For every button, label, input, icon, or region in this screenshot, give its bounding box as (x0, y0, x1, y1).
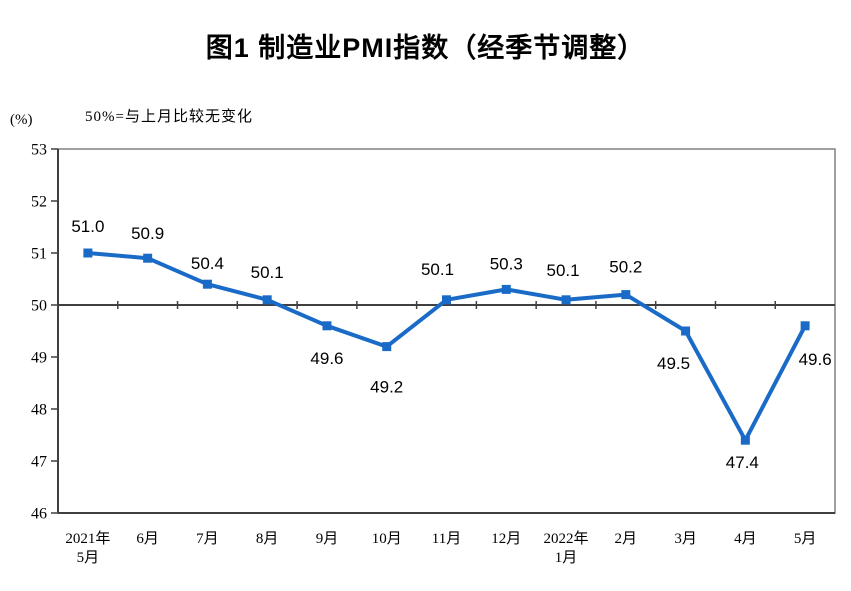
data-point-label: 49.5 (657, 354, 690, 373)
data-point-marker (382, 342, 392, 352)
x-axis-label: 12月 (491, 531, 521, 547)
y-axis-label: 48 (31, 402, 47, 419)
data-point-label: 50.9 (131, 224, 164, 243)
x-axis-label: 5月 (77, 550, 100, 566)
x-axis-label: 2021年 (65, 530, 110, 547)
y-axis-label: 46 (31, 506, 47, 523)
x-axis-label: 2022年 (544, 530, 589, 547)
x-axis-label: 10月 (372, 531, 402, 547)
data-point-label: 50.1 (421, 260, 454, 279)
data-point-marker (800, 321, 810, 331)
data-point-marker (202, 279, 212, 289)
x-axis-label: 4月 (734, 531, 757, 547)
plot-border (57, 148, 836, 514)
data-point-marker (442, 295, 451, 305)
x-axis-label: 7月 (196, 531, 219, 547)
data-point-label: 49.6 (310, 349, 343, 368)
data-point-label: 50.2 (609, 258, 642, 277)
data-point-marker (740, 435, 750, 445)
y-axis-label: 47 (31, 454, 47, 471)
data-point-marker (143, 253, 153, 263)
data-point-label: 47.4 (726, 453, 759, 472)
x-axis-label: 9月 (316, 531, 339, 547)
chart-subtitle: 50%=与上月比较无变化 (85, 109, 253, 125)
y-axis-label: 53 (31, 142, 47, 159)
data-point-marker (561, 295, 571, 305)
data-point-label: 50.1 (251, 263, 284, 282)
x-axis-label: 3月 (674, 531, 697, 547)
x-axis-label: 1月 (555, 550, 578, 566)
x-axis-label: 11月 (432, 531, 461, 547)
data-point-marker (322, 321, 332, 331)
data-point-label: 49.6 (799, 350, 832, 369)
y-axis-label: 51 (31, 246, 47, 263)
y-axis-label: 50 (31, 298, 47, 315)
data-point-marker (83, 248, 93, 258)
x-axis-label: 2月 (615, 531, 638, 547)
y-axis-label: 49 (31, 350, 47, 367)
data-point-label: 50.1 (546, 261, 579, 280)
y-axis-label: 52 (31, 194, 47, 211)
y-axis-unit-label: (%) (10, 112, 33, 128)
x-axis-label: 8月 (256, 531, 279, 547)
data-point-label: 50.3 (490, 254, 523, 273)
chart-title: 图1 制造业PMI指数（经季节调整） (205, 33, 646, 63)
data-point-marker (621, 290, 631, 300)
data-point-marker (262, 295, 272, 305)
data-point-label: 50.4 (191, 254, 224, 273)
data-point-label: 49.2 (370, 378, 403, 397)
data-point-label: 51.0 (71, 217, 104, 236)
x-axis-label: 6月 (136, 531, 159, 547)
data-point-marker (501, 284, 511, 294)
data-point-marker (681, 326, 691, 336)
x-axis-label: 5月 (794, 531, 817, 547)
